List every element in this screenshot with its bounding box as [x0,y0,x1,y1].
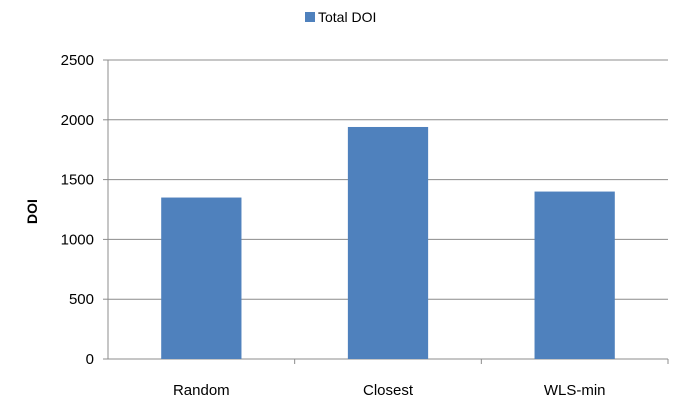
y-tick-label-500: 500 [69,291,94,308]
bar-closest [347,126,429,359]
y-tick-label-2500: 2500 [61,52,94,69]
bars [161,126,669,364]
y-tick-label-1000: 1000 [61,231,94,248]
bar-wls-min [534,191,615,359]
y-tick-label-0: 0 [86,351,94,368]
y-tick-label-1500: 1500 [61,172,94,189]
y-tick-label-2000: 2000 [61,112,94,129]
y-tick-labels: 0 500 1000 1500 2000 2500 [61,52,94,368]
x-tick-labels: Random Closest WLS-min [173,382,606,399]
x-tick-label-random: Random [173,382,230,399]
x-tick-label-closest: Closest [363,382,414,399]
y-axis-title: DOI [24,199,40,224]
legend-label-total-doi: Total DOI [318,9,376,25]
x-tick-label-wls-min: WLS-min [544,382,606,399]
legend-swatch [305,12,315,22]
bar-random [161,197,242,359]
legend: Total DOI [305,9,376,25]
